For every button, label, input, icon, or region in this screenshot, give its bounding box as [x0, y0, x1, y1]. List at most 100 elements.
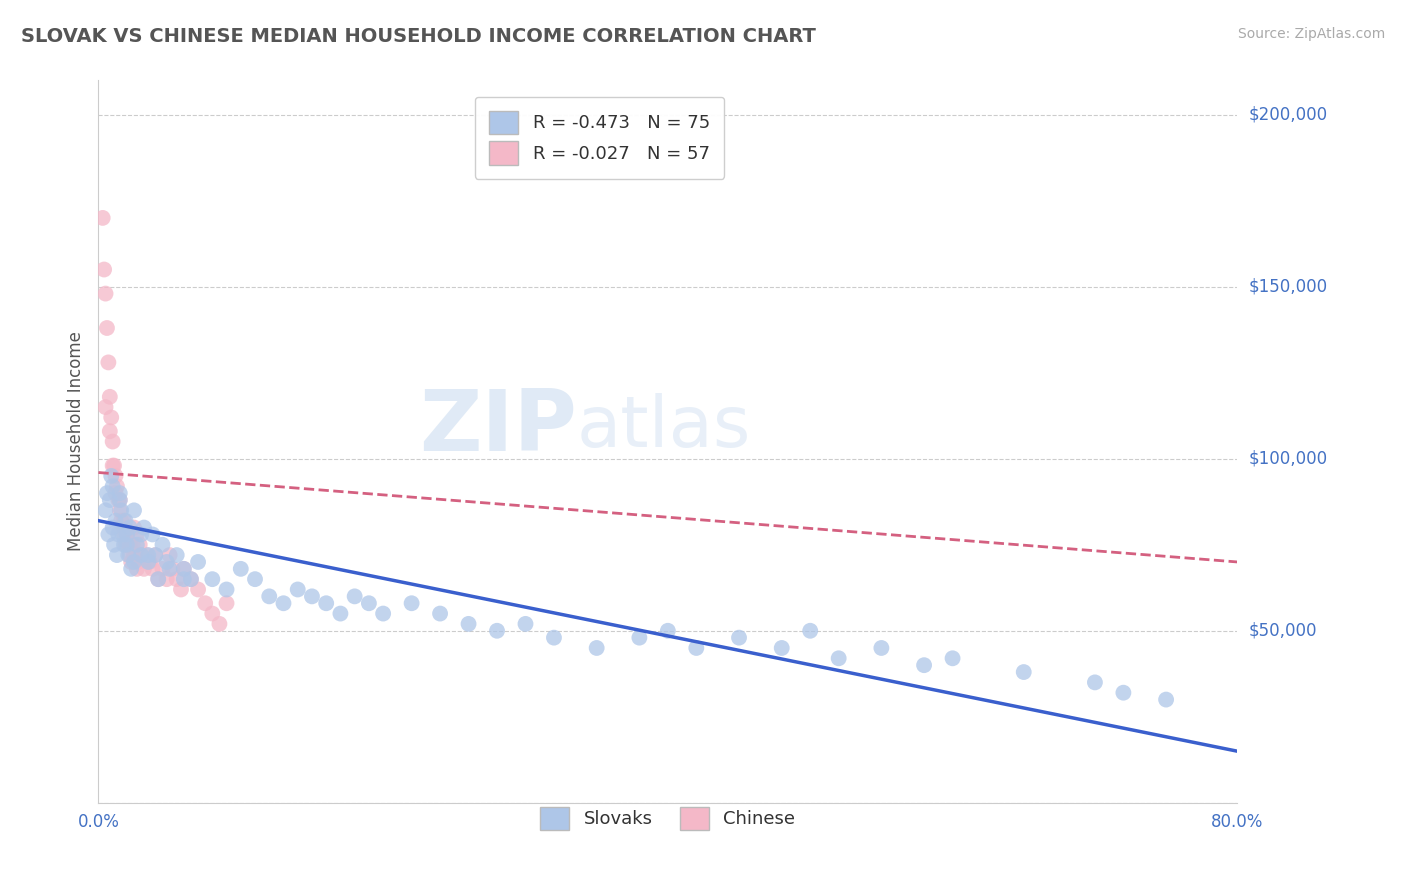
Point: [148, 572, 170, 586]
Point: [136, 555, 159, 569]
Point: [180, 572, 202, 586]
Point: [120, 555, 142, 569]
Point: [120, 562, 142, 576]
Point: [799, 624, 821, 638]
Point: [148, 572, 170, 586]
Point: [122, 503, 145, 517]
Point: [515, 616, 537, 631]
Point: [329, 607, 352, 621]
Point: [104, 486, 127, 500]
Point: [401, 596, 423, 610]
Point: [132, 520, 155, 534]
Text: ZIP: ZIP: [419, 385, 576, 468]
Point: [145, 548, 167, 562]
Point: [118, 520, 141, 534]
Point: [100, 469, 122, 483]
Point: [98, 424, 121, 438]
Point: [208, 616, 231, 631]
Point: [129, 527, 152, 541]
Text: $200,000: $200,000: [1249, 105, 1327, 124]
Point: [152, 562, 174, 576]
Point: [457, 616, 479, 631]
Point: [215, 582, 238, 597]
Point: [93, 262, 115, 277]
Point: [108, 486, 131, 500]
Point: [357, 596, 380, 610]
Point: [110, 514, 132, 528]
Point: [101, 458, 124, 473]
Point: [166, 572, 188, 586]
Text: $100,000: $100,000: [1249, 450, 1327, 467]
Point: [166, 548, 188, 562]
Point: [96, 486, 118, 500]
Point: [145, 548, 167, 562]
Point: [94, 503, 117, 517]
Point: [112, 514, 135, 528]
Point: [201, 607, 224, 621]
Point: [287, 582, 309, 597]
Point: [1154, 692, 1177, 706]
Point: [173, 572, 195, 586]
Point: [94, 400, 117, 414]
Point: [942, 651, 965, 665]
Point: [101, 479, 124, 493]
Point: [97, 527, 120, 541]
Point: [122, 520, 145, 534]
Point: [107, 493, 129, 508]
Point: [215, 596, 238, 610]
Point: [201, 572, 224, 586]
Text: SLOVAK VS CHINESE MEDIAN HOUSEHOLD INCOME CORRELATION CHART: SLOVAK VS CHINESE MEDIAN HOUSEHOLD INCOM…: [21, 27, 815, 45]
Point: [1012, 665, 1035, 679]
Point: [243, 572, 266, 586]
Point: [180, 572, 202, 586]
Point: [108, 503, 131, 517]
Point: [173, 562, 195, 576]
Point: [122, 555, 145, 569]
Point: [117, 548, 139, 562]
Point: [124, 548, 146, 562]
Point: [115, 527, 138, 541]
Point: [229, 562, 252, 576]
Point: [136, 548, 159, 562]
Point: [125, 562, 148, 576]
Point: [187, 555, 209, 569]
Point: [111, 527, 134, 541]
Point: [828, 651, 851, 665]
Point: [104, 514, 127, 528]
Point: [912, 658, 935, 673]
Point: [301, 590, 323, 604]
Point: [657, 624, 679, 638]
Text: Source: ZipAtlas.com: Source: ZipAtlas.com: [1237, 27, 1385, 41]
Point: [118, 548, 141, 562]
Point: [770, 640, 793, 655]
Point: [159, 548, 181, 562]
Point: [107, 527, 129, 541]
Point: [115, 527, 138, 541]
Point: [162, 562, 184, 576]
Point: [170, 582, 193, 597]
Point: [138, 555, 160, 569]
Point: [101, 520, 124, 534]
Point: [156, 555, 179, 569]
Point: [105, 548, 128, 562]
Point: [628, 631, 651, 645]
Point: [108, 493, 131, 508]
Point: [728, 631, 751, 645]
Point: [429, 607, 451, 621]
Point: [141, 562, 163, 576]
Point: [315, 596, 337, 610]
Point: [105, 479, 128, 493]
Point: [115, 538, 138, 552]
Point: [91, 211, 114, 225]
Point: [159, 562, 181, 576]
Point: [112, 538, 135, 552]
Point: [122, 548, 145, 562]
Point: [125, 538, 148, 552]
Point: [103, 538, 125, 552]
Point: [104, 469, 127, 483]
Point: [103, 458, 125, 473]
Point: [685, 640, 707, 655]
Point: [96, 321, 118, 335]
Point: [152, 538, 174, 552]
Text: atlas: atlas: [576, 392, 751, 461]
